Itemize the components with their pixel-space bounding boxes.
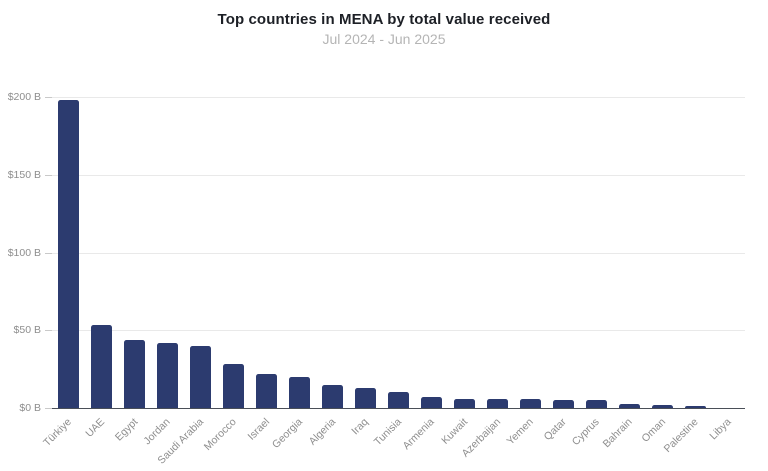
y-axis-label: $150 B: [7, 168, 41, 181]
y-axis-label: $100 B: [7, 246, 41, 259]
bar[interactable]: [322, 385, 343, 408]
gridline: [52, 97, 745, 98]
x-axis-label: Armenia: [400, 416, 437, 453]
bar[interactable]: [256, 373, 277, 408]
bar[interactable]: [124, 339, 145, 408]
x-axis-label: Oman: [639, 416, 668, 445]
x-axis-label: Kuwait: [439, 416, 470, 447]
bar[interactable]: [421, 397, 442, 408]
x-axis-label: Libya: [707, 416, 734, 443]
y-axis-label: $0 B: [19, 402, 41, 414]
plot-area: $0 B $50 B $100 B $150 B $200 B Türkiye UAE Egy…: [8, 91, 745, 467]
x-axis-label: Jordan: [141, 416, 173, 448]
gridline: [52, 174, 745, 176]
y-axis-tick: [45, 330, 52, 332]
x-axis-label: Türkiye: [41, 416, 74, 449]
y-axis-tick: [45, 174, 52, 176]
x-axis-label: Morocco: [202, 416, 239, 453]
gridline: [52, 330, 745, 332]
x-axis-label: Qatar: [541, 416, 569, 444]
bar[interactable]: [487, 399, 508, 408]
x-axis-label: Palestine: [661, 416, 701, 456]
bar[interactable]: [619, 403, 640, 408]
bar[interactable]: [520, 399, 541, 408]
bar[interactable]: [586, 400, 607, 408]
bar[interactable]: [355, 387, 376, 408]
y-axis-tick: [45, 97, 52, 98]
bar[interactable]: [91, 324, 112, 408]
y-axis-label: $200 B: [7, 91, 41, 103]
x-axis-line: [52, 407, 745, 409]
x-axis-label: Yemen: [504, 416, 536, 448]
x-axis-label: Bahrain: [600, 416, 635, 451]
x-axis-label: Egypt: [112, 416, 140, 444]
bar[interactable]: [652, 405, 673, 408]
x-axis-label: UAE: [83, 416, 107, 440]
bar[interactable]: [58, 100, 79, 408]
x-axis-label: Cyprus: [569, 416, 602, 449]
bar[interactable]: [553, 399, 574, 408]
bar[interactable]: [454, 398, 475, 408]
chart-subtitle: Jul 2024 - Jun 2025: [322, 31, 446, 47]
gridline: [52, 252, 745, 254]
bar[interactable]: [157, 342, 178, 408]
bar[interactable]: [685, 406, 706, 408]
x-axis-label: Iraq: [349, 416, 371, 438]
chart-title: Top countries in MENA by total value rec…: [217, 11, 551, 28]
bar[interactable]: [223, 364, 244, 408]
bar[interactable]: [388, 392, 409, 408]
bar[interactable]: [190, 345, 211, 408]
bar[interactable]: [289, 376, 310, 408]
y-axis-label: $50 B: [13, 324, 41, 337]
x-axis-label: Israel: [245, 416, 272, 443]
y-axis-tick: [45, 252, 52, 254]
x-axis-label: Algeria: [306, 416, 338, 448]
x-axis-label: Georgia: [270, 416, 305, 451]
y-axis-tick: [45, 408, 52, 409]
